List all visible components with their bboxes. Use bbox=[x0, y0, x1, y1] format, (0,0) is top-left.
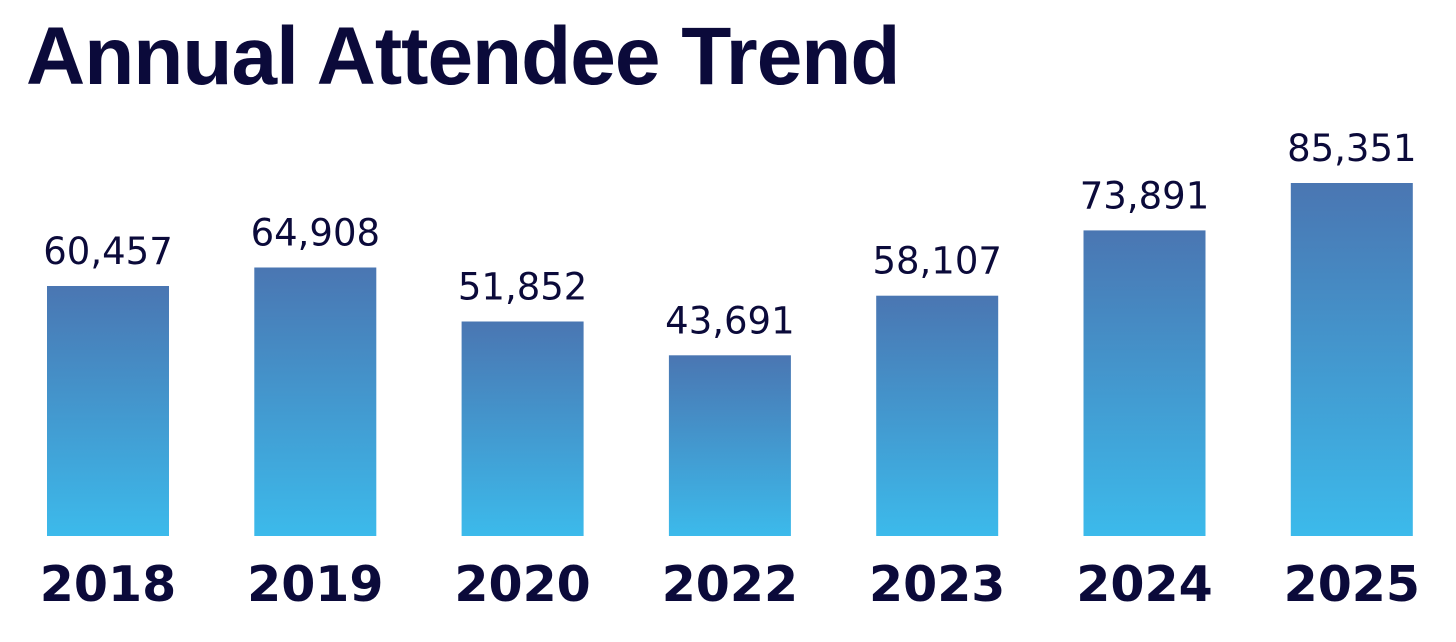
value-label-2023: 58,107 bbox=[872, 240, 1001, 283]
bar-2020 bbox=[461, 321, 584, 536]
category-label-2020: 2020 bbox=[454, 556, 590, 613]
value-label-2024: 73,891 bbox=[1080, 174, 1209, 217]
bar-2024 bbox=[1083, 230, 1206, 536]
value-label-2025: 85,351 bbox=[1287, 127, 1416, 170]
chart-title: Annual Attendee Trend bbox=[26, 11, 900, 102]
bar-2022 bbox=[668, 355, 791, 536]
category-label-2022: 2022 bbox=[662, 556, 798, 613]
category-label-2025: 2025 bbox=[1284, 556, 1420, 613]
value-label-2022: 43,691 bbox=[665, 299, 794, 342]
category-labels-group: 2018 2019 2020 2022 2023 2024 2025 bbox=[40, 556, 1420, 613]
value-label-2018: 60,457 bbox=[43, 230, 172, 273]
category-label-2024: 2024 bbox=[1076, 556, 1212, 613]
value-labels-group: 60,457 64,908 51,852 43,691 58,107 73,891 85,3… bbox=[43, 127, 1416, 342]
bar-2023 bbox=[876, 295, 999, 536]
category-label-2018: 2018 bbox=[40, 556, 176, 613]
bar-2025 bbox=[1290, 183, 1413, 536]
category-label-2023: 2023 bbox=[869, 556, 1005, 613]
bar-2019 bbox=[254, 267, 377, 536]
bar-2018 bbox=[47, 286, 169, 536]
value-label-2020: 51,852 bbox=[458, 266, 587, 309]
bars-group bbox=[47, 183, 1413, 536]
value-label-2019: 64,908 bbox=[251, 212, 380, 255]
category-label-2019: 2019 bbox=[247, 556, 383, 613]
